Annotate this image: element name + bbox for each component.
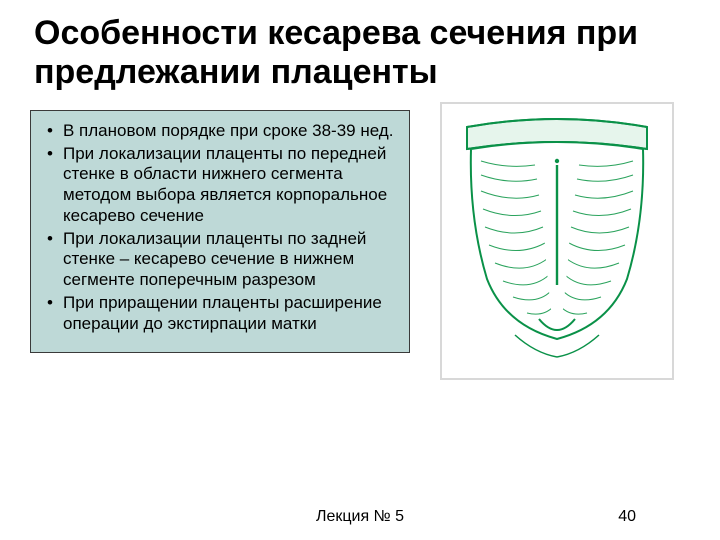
list-item: При приращении плаценты расширение опера… <box>45 293 395 334</box>
footer-lecture-label: Лекция № 5 <box>0 508 720 526</box>
list-item: При локализации плаценты по передней сте… <box>45 144 395 227</box>
list-item: В плановом порядке при сроке 38-39 нед. <box>45 121 395 142</box>
bullet-list: В плановом порядке при сроке 38-39 нед. … <box>45 121 395 334</box>
abdomen-illustration-icon <box>447 109 667 373</box>
footer-page-number: 40 <box>618 508 636 526</box>
bullet-box: В плановом порядке при сроке 38-39 нед. … <box>30 110 410 353</box>
illustration-panel <box>440 102 674 380</box>
list-item: При локализации плаценты по задней стенк… <box>45 229 395 291</box>
slide-title: Особенности кесарева сечения при предлеж… <box>34 14 684 92</box>
